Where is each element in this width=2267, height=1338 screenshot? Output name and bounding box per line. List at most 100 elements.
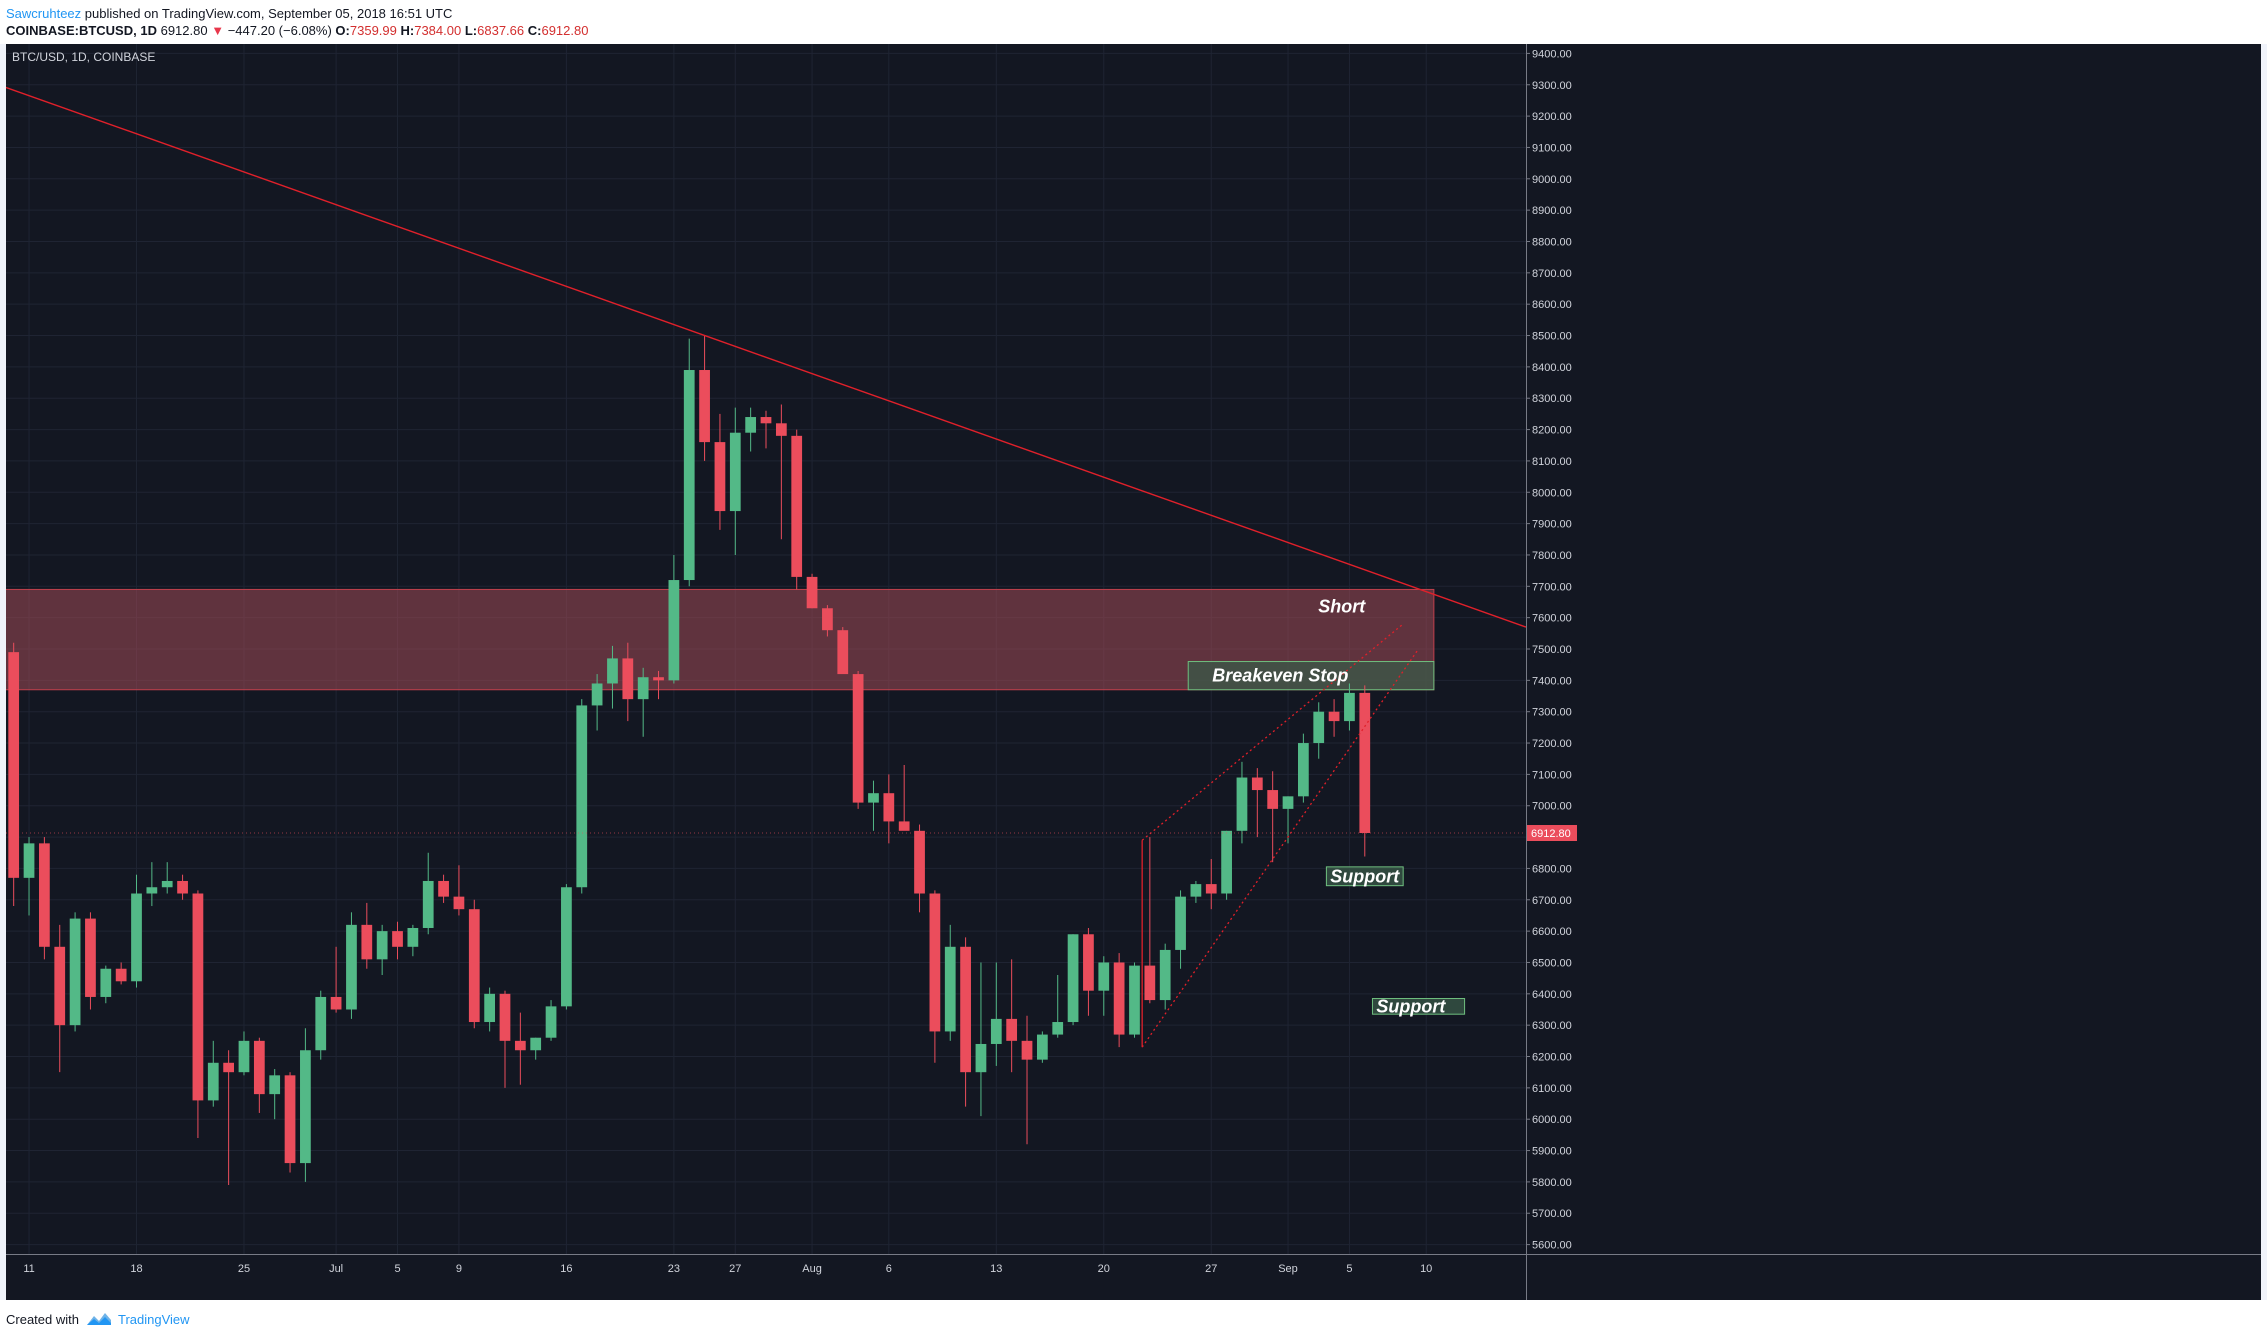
candle-body: [1282, 796, 1294, 809]
y-tick-label: 6200.00: [1532, 1052, 1572, 1064]
x-tick-label: 5: [1346, 1263, 1352, 1275]
candle-body: [8, 652, 20, 878]
last-price-label: 6912.80: [1531, 828, 1571, 840]
y-tick-label: 6300.00: [1532, 1020, 1572, 1032]
candle-body: [775, 423, 787, 436]
candle-body: [346, 924, 357, 1010]
candle-body: [453, 896, 465, 910]
low-label: L:: [464, 23, 478, 38]
x-tick-label: 18: [130, 1263, 142, 1275]
candle-body: [607, 658, 618, 684]
candle-body: [745, 417, 757, 433]
candle-body: [944, 946, 956, 1032]
candle-body: [269, 1075, 281, 1095]
tradingview-logo-icon[interactable]: [86, 1311, 112, 1327]
candle-body: [207, 1062, 219, 1101]
candle-body: [1221, 830, 1232, 894]
candle-body: [177, 880, 188, 894]
last-price-marker: [1527, 825, 1577, 842]
annotation-label: Short: [1318, 597, 1366, 617]
candle-body: [898, 821, 910, 831]
candle-body: [161, 880, 173, 888]
candle-body: [361, 924, 373, 960]
y-tick-label: 7700.00: [1532, 581, 1572, 593]
candle-body: [499, 993, 511, 1041]
candle-body: [914, 830, 925, 894]
candle-body: [468, 909, 480, 1023]
y-tick-label: 7400.00: [1532, 675, 1572, 687]
y-tick-label: 6700.00: [1532, 895, 1572, 907]
y-tick-label: 9400.00: [1532, 48, 1572, 60]
candle-body: [1021, 1040, 1033, 1060]
x-tick-label: Jul: [329, 1263, 343, 1275]
candle-body: [729, 432, 741, 512]
chart-panel[interactable]: Short Breakeven Stop Support Support BTC/USD…: [6, 44, 2261, 1300]
candle-body: [683, 370, 695, 581]
y-tick-label: 9000.00: [1532, 174, 1572, 186]
high-value: 7384.00: [414, 23, 462, 38]
candle-body: [990, 1018, 1002, 1044]
x-tick-label: 5: [394, 1263, 400, 1275]
y-tick-label: 8100.00: [1532, 456, 1572, 468]
annotation-box: [1371, 998, 1466, 1015]
candle-body: [484, 993, 496, 1023]
candle-body: [576, 705, 588, 888]
candle-body: [561, 887, 572, 1007]
candle-body: [622, 658, 634, 700]
x-tick-label: 27: [729, 1263, 741, 1275]
candle-body: [637, 677, 649, 700]
y-tick-label: 9200.00: [1532, 111, 1572, 123]
candle-body: [131, 893, 142, 982]
candle-body: [100, 968, 112, 997]
candle-body: [1113, 962, 1125, 1035]
y-tick-label: 7500.00: [1532, 644, 1572, 656]
wedge-resistance-line: [1141, 623, 1404, 841]
y-tick-label: 5900.00: [1532, 1146, 1572, 1158]
y-tick-label: 5700.00: [1532, 1208, 1572, 1220]
instrument-label: BTC/USD, 1D, COINBASE: [12, 50, 155, 64]
close-value: 6912.80: [541, 23, 589, 38]
y-tick-label: 8700.00: [1532, 268, 1572, 280]
candle-body: [1344, 692, 1355, 722]
candle-body: [54, 946, 66, 1026]
candle-body: [668, 580, 680, 681]
candle-body: [253, 1040, 265, 1095]
author-link[interactable]: Sawcruhteez: [6, 6, 82, 21]
candle-body: [300, 1050, 311, 1164]
candle-body: [514, 1040, 526, 1051]
low-value: 6837.66: [477, 23, 525, 38]
candle-body: [1251, 777, 1263, 791]
candle-body: [1006, 1018, 1018, 1041]
candle-body: [1098, 962, 1110, 991]
candle-body: [1190, 884, 1202, 897]
price-change: −447.20 (−6.08%): [227, 23, 332, 38]
candle-body: [1129, 965, 1140, 1035]
footer: Created with TradingView: [0, 1300, 2267, 1338]
candle-body: [822, 608, 833, 631]
publish-info: Sawcruhteez published on TradingView.com…: [6, 6, 452, 21]
candle-body: [407, 927, 419, 947]
annotation-label: Breakeven Stop: [1212, 666, 1348, 686]
candle-body: [868, 793, 879, 803]
candle-body: [284, 1075, 296, 1164]
x-tick-label: 23: [668, 1263, 680, 1275]
publish-header: Sawcruhteez published on TradingView.com…: [0, 0, 2267, 44]
candle-body: [1036, 1034, 1048, 1060]
candlestick-chart[interactable]: Short Breakeven Stop Support Support BTC/USD…: [6, 44, 2261, 1300]
candle-body: [392, 931, 403, 947]
y-tick-label: 6600.00: [1532, 926, 1572, 938]
tradingview-link[interactable]: TradingView: [118, 1312, 190, 1327]
candle-body: [591, 683, 603, 706]
candle-body: [1328, 711, 1340, 722]
y-tick-label: 6800.00: [1532, 863, 1572, 875]
x-tick-label: 27: [1205, 1263, 1217, 1275]
candle-body: [929, 893, 941, 1032]
candle-body: [1159, 949, 1171, 1001]
y-tick-label: 6500.00: [1532, 957, 1572, 969]
x-tick-label: Sep: [1278, 1263, 1298, 1275]
high-label: H:: [400, 23, 415, 38]
candle-body: [1236, 777, 1248, 831]
y-tick-label: 5600.00: [1532, 1240, 1572, 1252]
candle-body: [1359, 692, 1371, 834]
y-tick-label: 8600.00: [1532, 299, 1572, 311]
